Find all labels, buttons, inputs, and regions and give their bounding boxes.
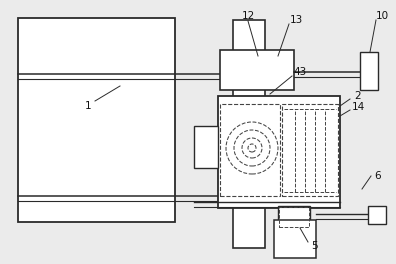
Bar (218, 96, 340, 208)
Text: 14: 14 (351, 102, 365, 112)
Text: 10: 10 (375, 11, 388, 21)
Bar (18, 18, 175, 222)
Text: 6: 6 (375, 171, 381, 181)
Text: 5: 5 (311, 241, 317, 251)
Text: 13: 13 (289, 15, 303, 25)
Bar (274, 220, 316, 258)
Text: 2: 2 (355, 91, 361, 101)
Bar (279, 207, 309, 227)
Bar (368, 206, 386, 224)
Bar (282, 104, 338, 196)
Bar (220, 50, 294, 90)
Bar (194, 126, 218, 168)
Bar (233, 20, 265, 248)
Bar (360, 52, 378, 90)
Bar (278, 206, 310, 228)
Text: 1: 1 (85, 101, 91, 111)
Bar (220, 104, 280, 196)
Text: 43: 43 (293, 67, 307, 77)
Text: 12: 12 (242, 11, 255, 21)
